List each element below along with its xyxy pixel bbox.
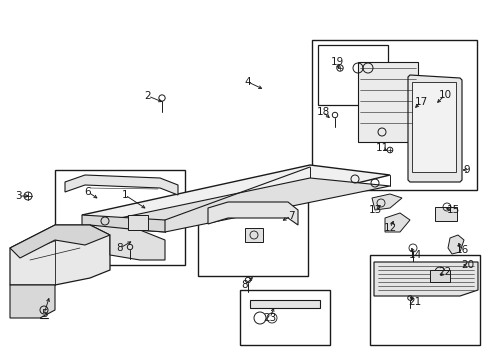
Text: 7: 7 xyxy=(287,211,294,221)
Polygon shape xyxy=(447,235,463,254)
Text: 18: 18 xyxy=(316,107,329,117)
Polygon shape xyxy=(82,178,389,232)
Text: 2: 2 xyxy=(144,91,151,101)
Text: 23: 23 xyxy=(263,313,276,323)
Text: 15: 15 xyxy=(446,205,459,215)
Bar xyxy=(240,290,329,345)
Polygon shape xyxy=(10,285,55,318)
Text: 5: 5 xyxy=(41,309,47,319)
Bar xyxy=(311,40,476,190)
Polygon shape xyxy=(407,75,461,182)
Text: 6: 6 xyxy=(84,187,91,197)
Polygon shape xyxy=(384,213,409,232)
Polygon shape xyxy=(249,300,319,308)
Bar xyxy=(128,215,148,230)
Polygon shape xyxy=(10,225,110,285)
Polygon shape xyxy=(65,175,178,195)
Polygon shape xyxy=(90,225,164,260)
Text: 13: 13 xyxy=(367,205,381,215)
Text: 1: 1 xyxy=(122,190,128,200)
Polygon shape xyxy=(373,262,477,296)
Text: 3: 3 xyxy=(15,191,21,201)
Text: 22: 22 xyxy=(437,267,451,277)
Bar xyxy=(357,62,417,142)
Text: 14: 14 xyxy=(407,250,421,260)
Text: 11: 11 xyxy=(375,143,388,153)
Polygon shape xyxy=(82,165,389,230)
Text: 8: 8 xyxy=(241,280,248,290)
Text: 10: 10 xyxy=(438,90,450,100)
Bar xyxy=(369,255,479,345)
Polygon shape xyxy=(82,215,164,232)
Text: 4: 4 xyxy=(244,77,251,87)
Polygon shape xyxy=(10,225,110,258)
Bar xyxy=(244,228,263,242)
Text: 8: 8 xyxy=(117,243,123,253)
Text: 12: 12 xyxy=(383,223,396,233)
Text: 21: 21 xyxy=(407,297,421,307)
Text: 17: 17 xyxy=(413,97,427,107)
Polygon shape xyxy=(371,194,401,210)
Text: 9: 9 xyxy=(463,165,469,175)
Bar xyxy=(198,196,307,276)
Bar xyxy=(434,207,456,221)
Bar xyxy=(429,270,449,282)
Text: 19: 19 xyxy=(330,57,343,67)
Polygon shape xyxy=(207,202,297,225)
Bar xyxy=(411,82,455,172)
Text: 20: 20 xyxy=(461,260,473,270)
Bar xyxy=(317,45,387,105)
Bar xyxy=(55,170,184,265)
Text: 16: 16 xyxy=(454,245,468,255)
